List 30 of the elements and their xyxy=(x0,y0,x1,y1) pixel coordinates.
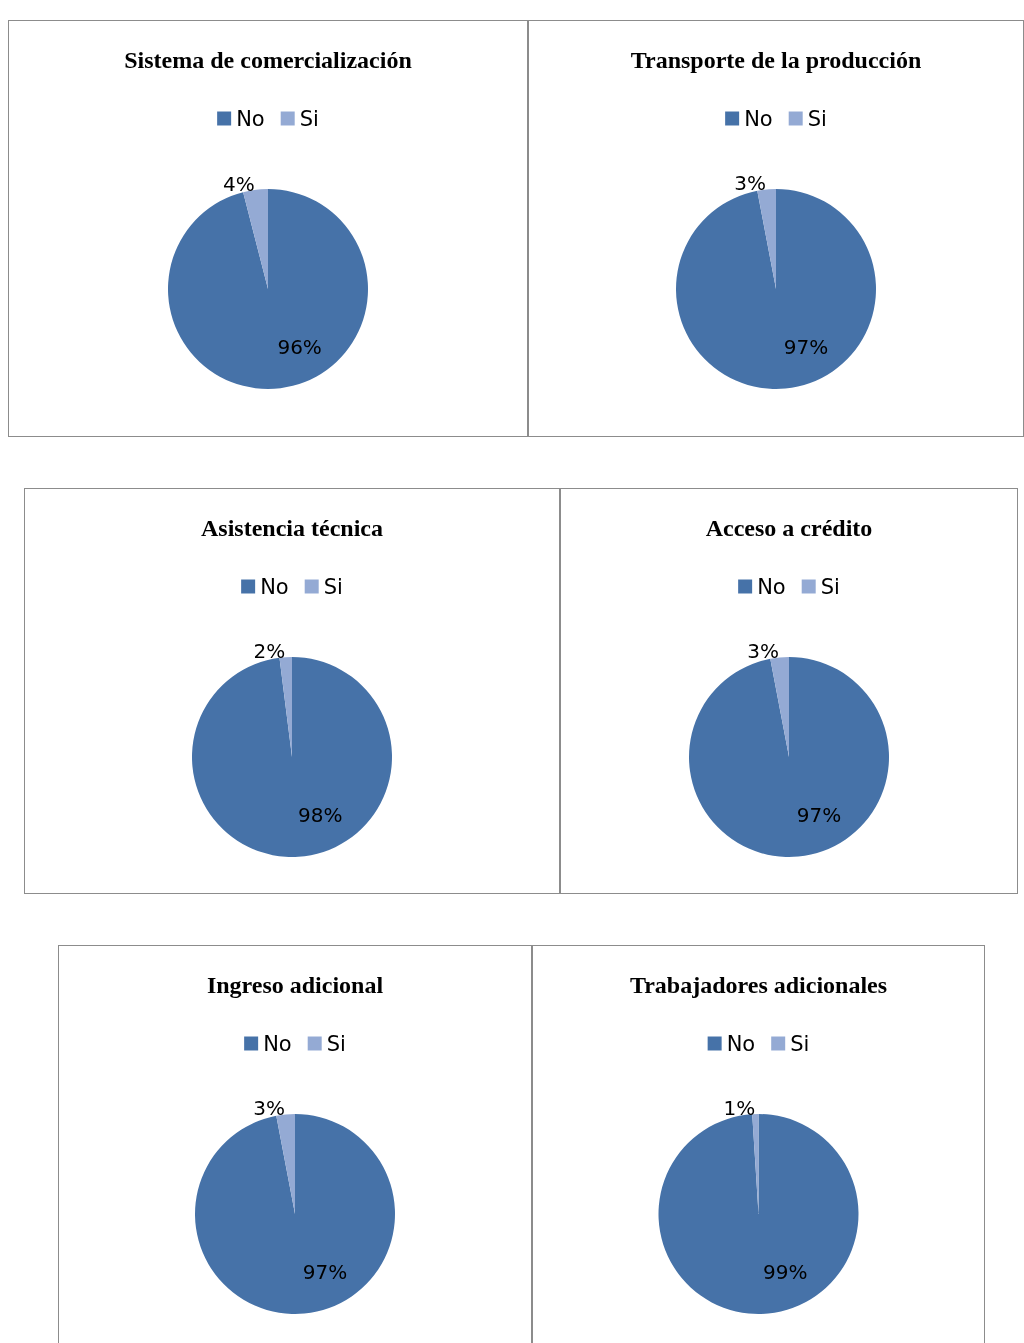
chart-title: Acceso a crédito xyxy=(705,515,873,541)
legend-label: No xyxy=(236,106,265,131)
chart-title: Sistema de comercialización xyxy=(124,47,412,73)
legend-label: No xyxy=(263,1031,292,1056)
data-label: 97% xyxy=(796,802,842,827)
chart-title: Asistencia técnica xyxy=(201,515,383,541)
data-label: 99% xyxy=(762,1259,808,1284)
data-label: 97% xyxy=(302,1259,348,1284)
data-label: 3% xyxy=(253,1096,286,1121)
legend-label: No xyxy=(726,1031,756,1056)
chart-title: Trabajadores adicionales xyxy=(629,972,888,998)
data-label: 2% xyxy=(253,639,286,664)
legend-label: Si xyxy=(323,574,343,599)
data-label: 4% xyxy=(222,171,255,196)
data-label: 3% xyxy=(747,639,780,664)
legend-label: No xyxy=(744,106,773,131)
chart-title: Transporte de la producción xyxy=(630,47,922,73)
legend-label: Si xyxy=(790,1031,810,1056)
legend-label: Si xyxy=(299,106,319,131)
data-label: 1% xyxy=(723,1096,756,1121)
data-label: 98% xyxy=(298,802,343,827)
chart-title: Ingreso adicional xyxy=(206,972,384,998)
data-label: 96% xyxy=(277,334,322,359)
legend-label: Si xyxy=(820,574,840,599)
data-label: 97% xyxy=(783,334,829,359)
legend-label: Si xyxy=(807,106,827,131)
legend-label: Si xyxy=(326,1031,346,1056)
data-label: 3% xyxy=(734,171,767,196)
legend-label: No xyxy=(757,574,786,599)
legend-label: No xyxy=(260,574,289,599)
